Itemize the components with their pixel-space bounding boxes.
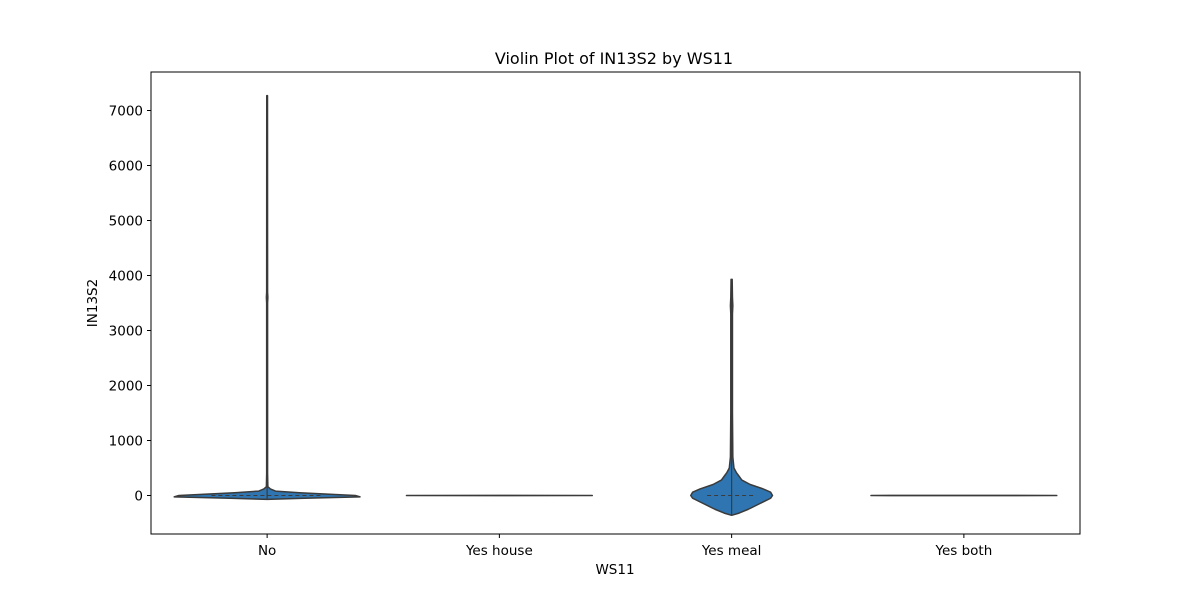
y-tick-label: 1000 bbox=[109, 434, 143, 450]
y-tick-label: 6000 bbox=[109, 159, 143, 175]
violin-yes-meal bbox=[690, 278, 774, 517]
x-tick-label: Yes house bbox=[465, 543, 533, 559]
y-axis: 0 1000 2000 3000 4000 5000 6000 7000 bbox=[109, 104, 151, 505]
y-tick-label: 7000 bbox=[109, 104, 143, 120]
y-tick-label: 2000 bbox=[109, 379, 143, 395]
x-axis-title: WS11 bbox=[595, 562, 634, 578]
x-axis: No Yes house Yes meal Yes both bbox=[258, 534, 992, 559]
chart-title: Violin Plot of IN13S2 by WS11 bbox=[495, 49, 733, 68]
y-tick-label: 3000 bbox=[109, 324, 143, 340]
violin-no bbox=[173, 94, 361, 501]
y-tick-label: 5000 bbox=[109, 214, 143, 230]
y-tick-label: 0 bbox=[134, 489, 143, 505]
x-tick-label: Yes both bbox=[934, 543, 992, 559]
y-tick-label: 4000 bbox=[109, 269, 143, 285]
x-tick-label: No bbox=[258, 543, 276, 559]
x-tick-label: Yes meal bbox=[701, 543, 762, 559]
y-axis-title: IN13S2 bbox=[85, 279, 101, 327]
plot-frame bbox=[150, 71, 1081, 535]
plot-area bbox=[173, 94, 1058, 517]
